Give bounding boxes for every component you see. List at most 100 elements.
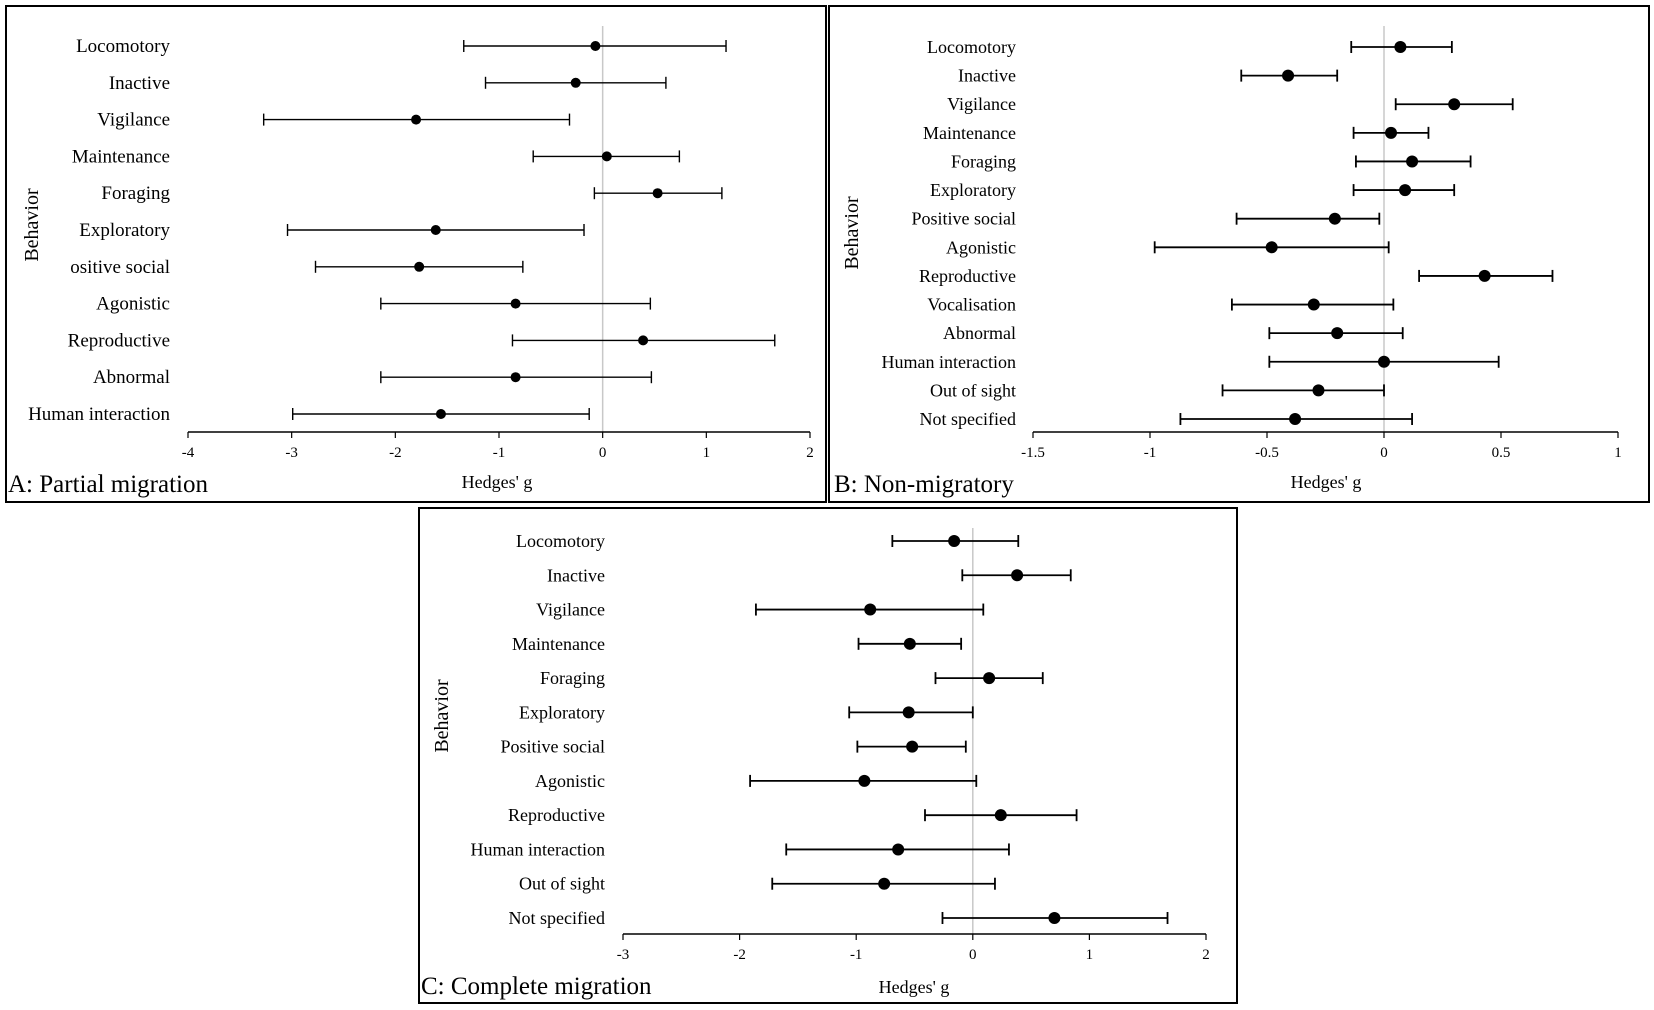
panel-frame xyxy=(418,507,1238,1004)
behavior-label: Human interaction xyxy=(28,404,170,425)
behavior-label: Human interaction xyxy=(471,839,605,859)
panel-b: -1.5 -1 -0.5 0 0.5 1 Locomotory Inactive Vigilan… xyxy=(828,5,1650,503)
estimate-point xyxy=(1385,126,1398,139)
panel-c: -3 -2 -1 0 1 2 Locomotory Inactive Vigilance Main… xyxy=(418,507,1238,1004)
behavior-label: Inactive xyxy=(109,73,170,94)
behavior-label: Positive social xyxy=(912,209,1017,229)
x-axis-title: Hedges' g xyxy=(462,472,533,492)
x-tick-label: -1 xyxy=(1144,445,1157,461)
estimate-point xyxy=(902,706,915,719)
y-axis-title: Behavior xyxy=(21,188,43,262)
behavior-label: Not specified xyxy=(920,409,1016,429)
estimate-point xyxy=(510,298,521,309)
x-tick-label: -1 xyxy=(850,947,863,963)
x-tick-label: -4 xyxy=(182,445,195,461)
y-axis-title: Behavior xyxy=(841,196,863,270)
estimate-point xyxy=(1378,355,1390,368)
panel-label: C: Complete migration xyxy=(421,973,652,1000)
panel-label: B: Non-migratory xyxy=(834,471,1014,498)
estimate-point xyxy=(1289,413,1302,425)
estimate-point xyxy=(435,409,446,419)
estimate-point xyxy=(1394,41,1407,53)
behavior-label: Vigilance xyxy=(536,600,605,620)
estimate-point xyxy=(906,740,919,753)
estimate-point xyxy=(858,774,871,787)
behavior-label: Reproductive xyxy=(68,330,170,351)
behavior-label: ositive social xyxy=(70,257,170,278)
estimate-point xyxy=(1312,384,1325,397)
x-tick-label: -2 xyxy=(733,947,746,963)
x-tick-label: -3 xyxy=(617,947,630,963)
behavior-label: Out of sight xyxy=(930,380,1016,400)
estimate-point xyxy=(892,843,905,856)
behavior-label: Inactive xyxy=(547,565,605,585)
x-tick-label: -2 xyxy=(389,445,402,461)
behavior-label: Reproductive xyxy=(508,805,605,825)
estimate-point xyxy=(590,41,601,51)
y-axis-title: Behavior xyxy=(431,679,453,753)
x-tick-label: -3 xyxy=(285,445,298,461)
estimate-point xyxy=(878,877,891,890)
behavior-label: Foraging xyxy=(540,668,605,688)
x-tick-label: -1 xyxy=(493,445,506,461)
estimate-point xyxy=(601,151,612,162)
behavior-label: Maintenance xyxy=(72,146,170,167)
estimate-point xyxy=(1265,241,1278,254)
behavior-label: Vigilance xyxy=(947,94,1016,114)
estimate-point xyxy=(1011,569,1024,582)
estimate-point xyxy=(983,672,996,685)
behavior-label: Vocalisation xyxy=(927,295,1016,315)
estimate-point xyxy=(638,335,649,346)
estimate-point xyxy=(903,637,916,650)
estimate-point xyxy=(652,188,663,199)
estimate-point xyxy=(1307,298,1320,311)
x-tick-label: 1 xyxy=(703,445,711,461)
x-tick-label: 1 xyxy=(1614,445,1622,461)
behavior-label: Locomotory xyxy=(927,37,1016,57)
behavior-label: Out of sight xyxy=(519,874,605,894)
panel-frame xyxy=(828,5,1650,503)
behavior-label: Positive social xyxy=(501,737,606,757)
x-tick-label: 2 xyxy=(1202,947,1210,963)
x-axis-title: Hedges' g xyxy=(879,977,950,997)
estimate-point xyxy=(994,809,1007,822)
x-axis-title: Hedges' g xyxy=(1291,472,1362,492)
estimate-point xyxy=(1331,327,1344,340)
estimate-point xyxy=(948,535,961,547)
estimate-point xyxy=(570,77,581,88)
x-tick-label: 2 xyxy=(806,445,814,461)
behavior-label: Exploratory xyxy=(79,220,170,241)
behavior-label: Exploratory xyxy=(930,180,1016,200)
x-tick-label: -0.5 xyxy=(1255,445,1279,461)
behavior-label: Reproductive xyxy=(919,266,1016,286)
estimate-point xyxy=(430,225,441,235)
behavior-label: Maintenance xyxy=(512,634,605,654)
behavior-label: Locomotory xyxy=(76,36,170,57)
x-tick-label: 0 xyxy=(969,947,977,963)
estimate-point xyxy=(1478,269,1491,282)
estimate-point xyxy=(1282,69,1295,82)
x-tick-label: 0.5 xyxy=(1492,445,1511,461)
estimate-point xyxy=(411,114,422,125)
behavior-label: Maintenance xyxy=(923,123,1016,143)
x-tick-label: 1 xyxy=(1086,947,1094,963)
behavior-label: Agonistic xyxy=(946,237,1016,257)
behavior-label: Not specified xyxy=(509,908,605,928)
panel-frame xyxy=(5,5,827,503)
behavior-label: Abnormal xyxy=(943,323,1016,343)
behavior-label: Foraging xyxy=(101,183,170,204)
estimate-point xyxy=(1406,155,1419,168)
estimate-point xyxy=(414,261,425,272)
estimate-point xyxy=(510,372,521,383)
panel-label: A: Partial migration xyxy=(8,471,208,498)
x-tick-label: 0 xyxy=(599,445,607,461)
x-tick-label: -1.5 xyxy=(1021,445,1045,461)
behavior-label: Vigilance xyxy=(97,110,170,131)
estimate-point xyxy=(1448,98,1461,111)
estimate-point xyxy=(1399,184,1412,197)
behavior-label: Agonistic xyxy=(96,294,170,315)
estimate-point xyxy=(1048,912,1061,924)
behavior-label: Agonistic xyxy=(535,771,605,791)
panel-a: -4 -3 -2 -1 0 1 2 Locomotory Inactive Vigilance Ma… xyxy=(5,5,827,503)
